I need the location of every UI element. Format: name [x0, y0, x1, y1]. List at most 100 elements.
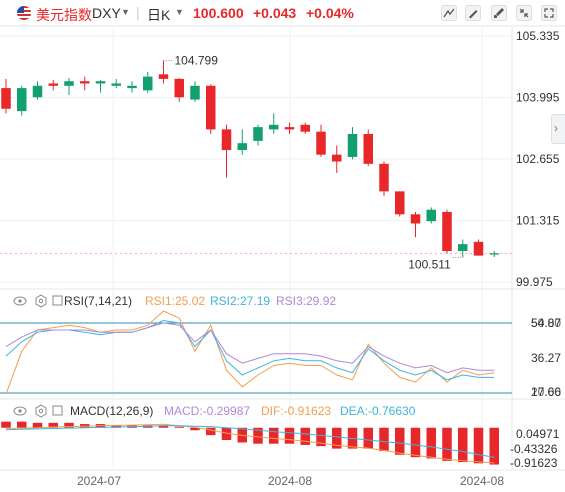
instrument-symbol[interactable]: DXY	[92, 5, 121, 21]
candle-body	[253, 127, 263, 141]
macd-histogram-bar	[158, 425, 169, 428]
y-tick-label: 99.975	[516, 275, 553, 289]
candle-body	[379, 163, 389, 192]
candle-body	[127, 85, 137, 89]
rsi3-value: RSI3:29.92	[276, 294, 336, 308]
grid-lines	[0, 25, 565, 471]
last-price: 100.600	[193, 5, 244, 21]
candle-body	[64, 81, 74, 86]
candle-body	[143, 76, 153, 91]
gear-hole	[38, 298, 44, 304]
macd-histogram-bar	[284, 427, 295, 444]
candle-body	[442, 212, 452, 252]
rsi-tick-overlap-low: 17.66	[531, 385, 561, 399]
main-y-axis: 105.335 103.995 102.655 101.315 99.975	[516, 29, 560, 289]
macd-histogram-bar	[426, 427, 436, 459]
macd-histogram-bar	[1, 421, 11, 428]
macd-tick-low: -0.91623	[510, 456, 558, 470]
rsi1-value: RSI1:25.02	[145, 294, 205, 308]
dif-value: DIF:-0.91623	[261, 404, 331, 418]
rsi-select-box-icon	[52, 295, 63, 306]
macd-histogram-bar	[300, 427, 310, 445]
rsi-tick-lower: 20.00	[531, 385, 561, 399]
macd-histogram-bar	[442, 427, 452, 461]
macd-select-box-icon	[52, 405, 63, 416]
eye-outline	[13, 296, 27, 306]
x-axis-date-label: 2024-07	[77, 474, 121, 488]
candle-body	[316, 131, 326, 155]
macd-histogram-bar	[32, 422, 43, 428]
rsi-tick-upper: 50.00	[531, 316, 561, 330]
line-tool-icon[interactable]	[441, 5, 457, 21]
period-chevron-down-icon[interactable]: ▼	[175, 7, 184, 17]
shrink-icon[interactable]	[516, 5, 532, 21]
rsi-visibility-eye-icon	[13, 296, 27, 306]
candle-body	[190, 85, 200, 100]
eye-pupil	[18, 299, 22, 303]
candle-body	[395, 191, 405, 215]
main-annotations: 104.799 100.511	[163, 54, 463, 271]
candle-body	[1, 88, 11, 109]
price-change-percent: +0.04%	[306, 5, 354, 21]
rsi-line-rsi3	[5, 322, 495, 374]
chevron-right-icon: ›	[554, 121, 558, 135]
candle-body	[426, 209, 436, 222]
macd-histogram-bar	[64, 422, 74, 428]
macd-line-dif	[5, 423, 495, 464]
macd-histogram-bar	[253, 427, 263, 444]
rsi-settings-gear-icon	[35, 294, 47, 308]
macd-histogram-bar	[316, 427, 326, 447]
fullscreen-icon[interactable]	[541, 5, 557, 21]
macd-histogram-bar	[17, 421, 27, 428]
macd-histogram-bar	[363, 427, 373, 449]
candle-body	[410, 214, 421, 224]
macd-histogram-bar	[379, 427, 389, 452]
macd-histogram-bar	[190, 427, 200, 431]
macd-settings-gear-icon	[35, 404, 47, 418]
rsi-line-rsi1	[5, 310, 495, 395]
macd-histogram-bar	[174, 426, 184, 428]
macd-histogram-bar	[221, 427, 232, 441]
macd-histogram-bar	[332, 427, 342, 449]
dea-value: DEA:-0.76630	[340, 404, 416, 418]
macd-histogram-bar	[269, 427, 279, 444]
y-tick-label: 102.655	[516, 152, 560, 166]
price-change: +0.043	[253, 5, 297, 21]
macd-histogram-bar	[206, 427, 216, 436]
candle-body	[284, 127, 295, 130]
macd-tick-mid: -0.43326	[510, 442, 558, 456]
candle-body	[347, 133, 358, 157]
draw-tool-icon[interactable]	[465, 5, 481, 21]
period-selector[interactable]: 日K	[147, 7, 171, 23]
gear-hex	[35, 404, 47, 418]
macd-histogram-bar	[395, 427, 405, 455]
candle-body	[80, 81, 90, 84]
macd-histogram-bar	[48, 422, 58, 428]
macd-histogram-bar	[489, 427, 499, 465]
y-tick-label: 103.995	[516, 91, 560, 105]
rsi-panel: RSI(7,14,21) RSI1:25.02 RSI2:27.19 RSI3:29.…	[0, 294, 561, 399]
macd-histogram-bar	[458, 427, 468, 463]
gear-hole	[38, 408, 44, 414]
instrument-name[interactable]: 美元指数	[36, 7, 92, 23]
macd-line-dea	[5, 425, 495, 458]
x-axis: 2024-07 2024-08 2024-08	[77, 474, 504, 488]
candle-body	[174, 78, 184, 98]
candle-body	[95, 81, 106, 84]
brush-tool-icon[interactable]	[491, 5, 507, 21]
candle-body	[332, 154, 342, 162]
header-divider: |	[136, 4, 140, 20]
rsi-tick-overlap: 54.87	[531, 316, 561, 330]
collapse-side-panel-button[interactable]: ›	[551, 114, 565, 144]
x-axis-date-label: 2024-08	[460, 474, 504, 488]
candle-body	[269, 124, 279, 130]
candle-body	[221, 129, 232, 151]
chart-header: 美元指数 DXY ▼ | 日K ▼ 100.600 +0.043 +0.04%	[0, 0, 565, 26]
gear-hex	[35, 294, 47, 308]
candle-body	[458, 244, 468, 252]
symbol-chevron-down-icon[interactable]: ▼	[121, 7, 130, 17]
y-tick-label: 105.335	[516, 29, 560, 43]
candle-body	[32, 85, 43, 98]
candle-body	[111, 83, 121, 86]
